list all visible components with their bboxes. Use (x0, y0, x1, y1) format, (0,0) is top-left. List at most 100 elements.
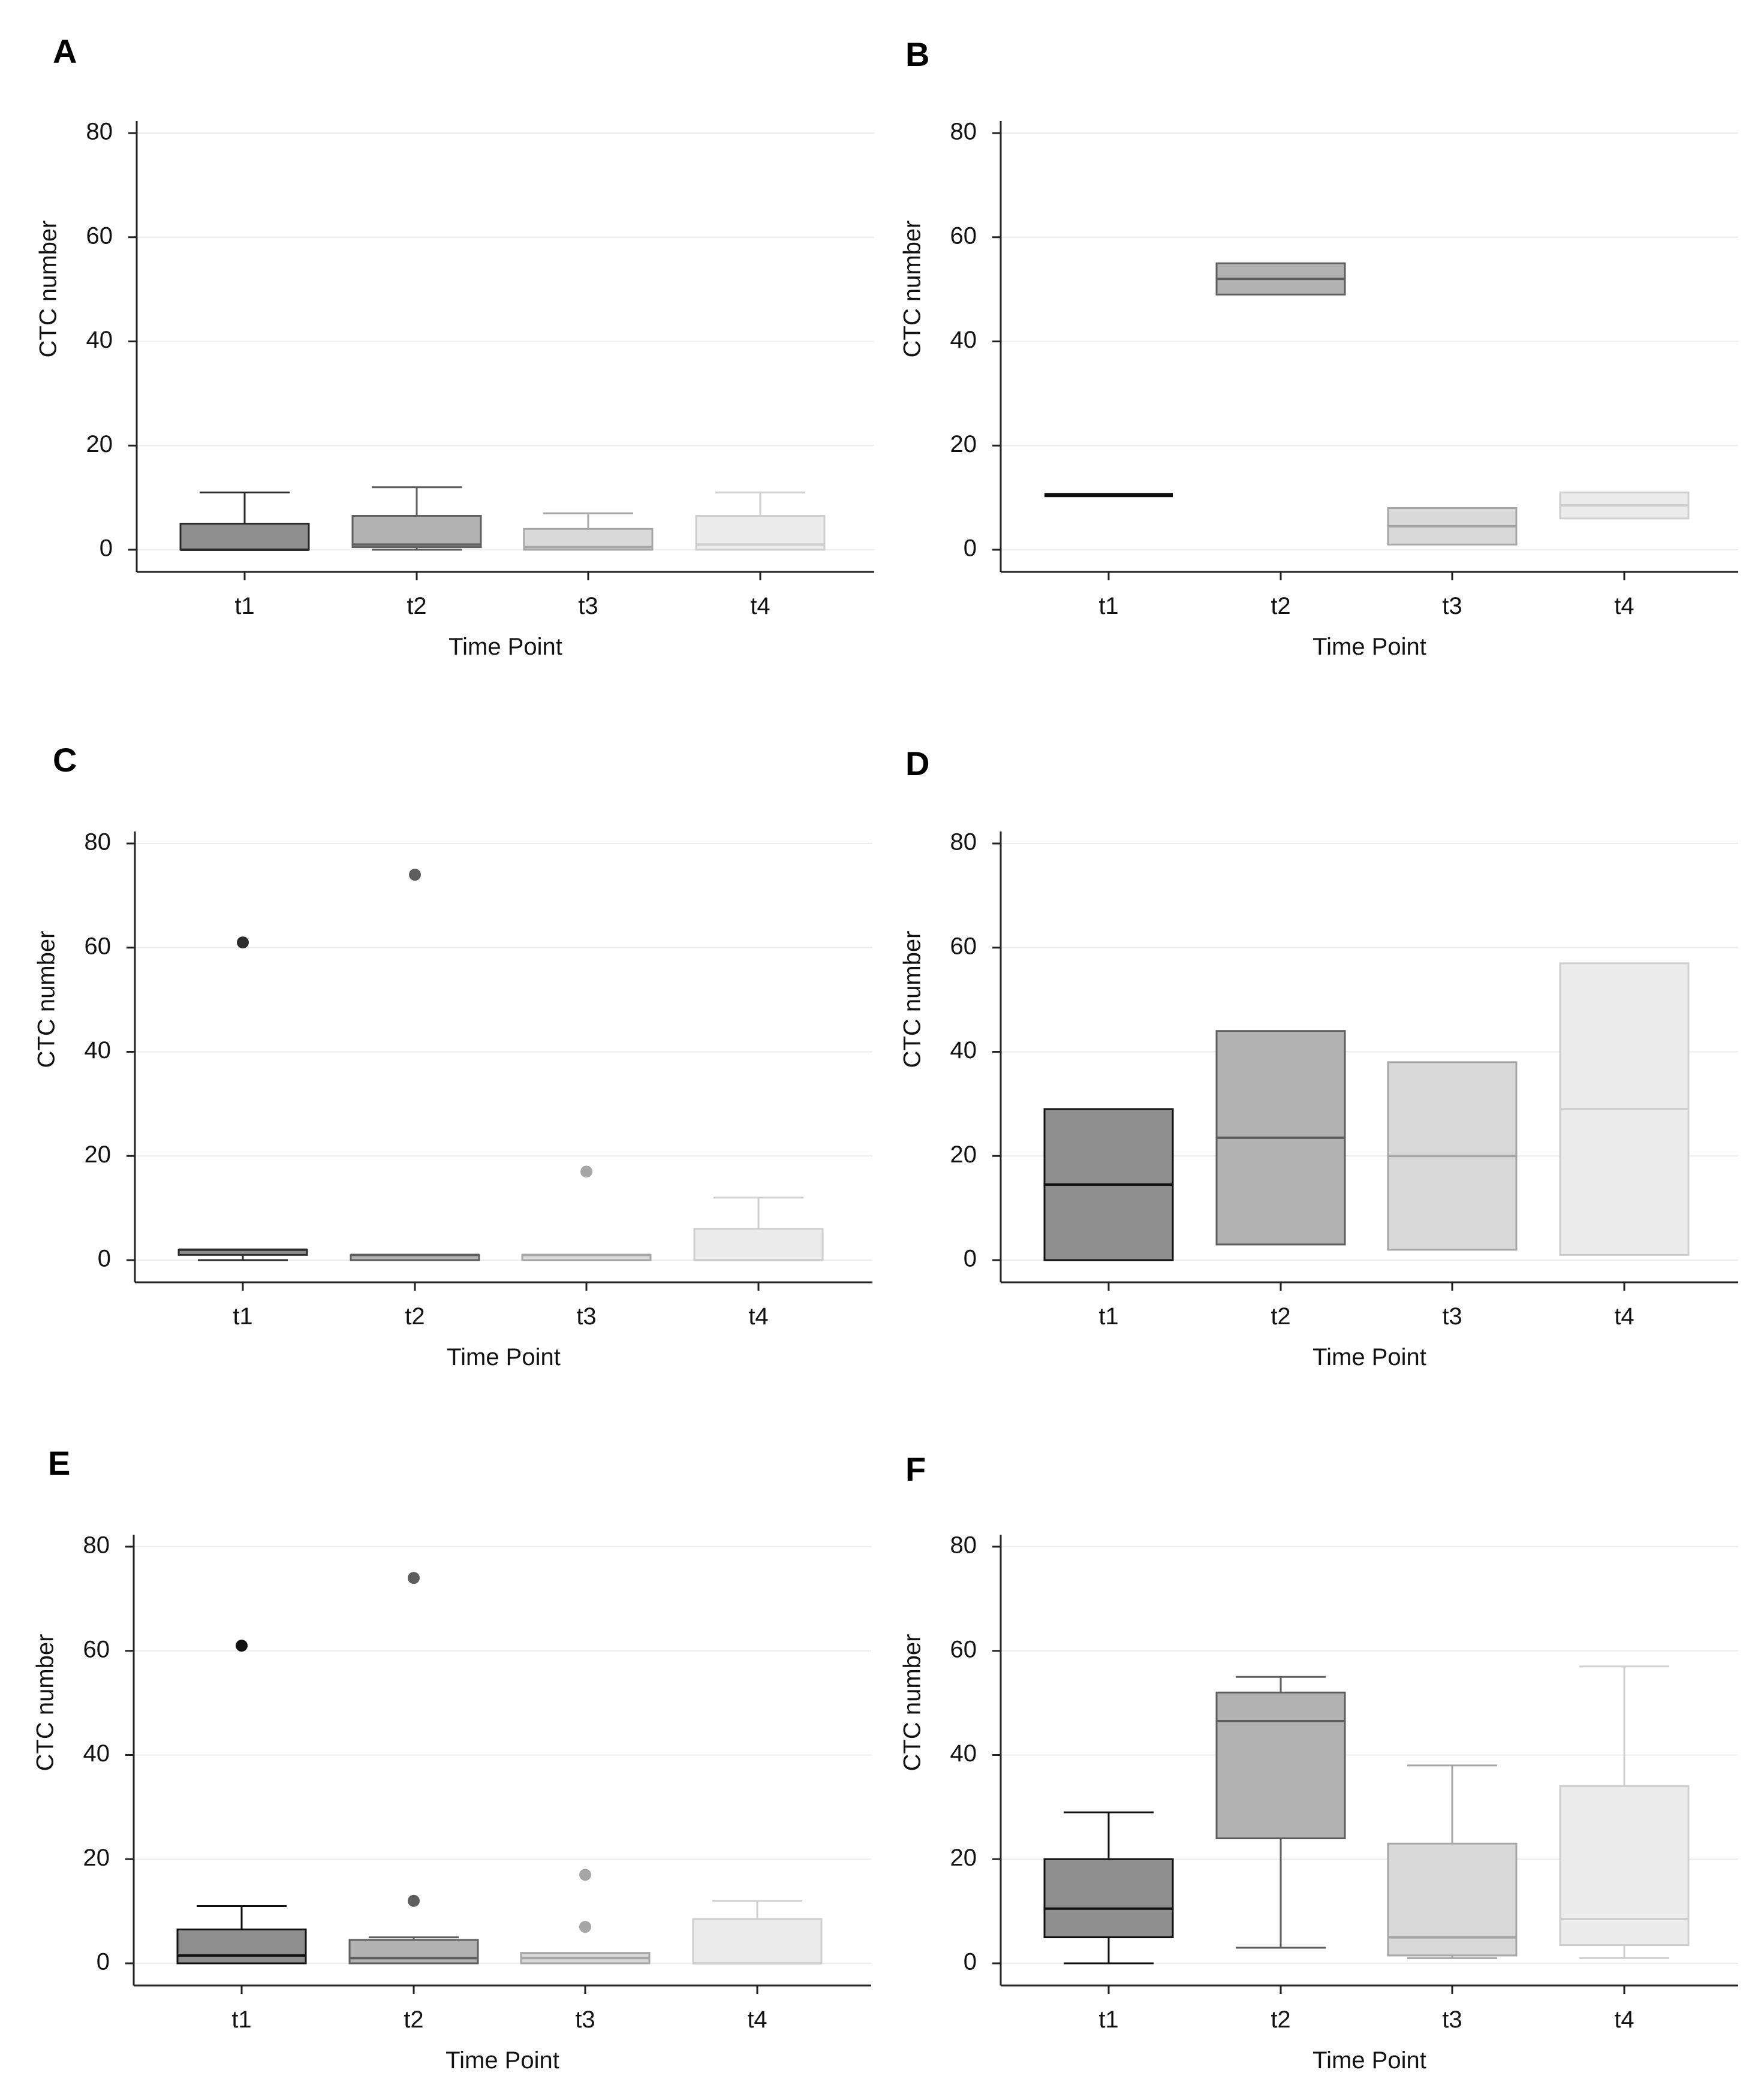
y-tick-label: 80 (950, 1532, 977, 1559)
x-tick-label: t3 (1442, 2006, 1462, 2033)
box-t4 (695, 491, 826, 551)
box-body (179, 523, 310, 551)
box-t2 (1215, 1676, 1346, 1949)
outlier-point (579, 1869, 591, 1881)
x-tick-label: t2 (405, 1303, 425, 1330)
box-t4 (1559, 491, 1690, 520)
x-tick-label: t1 (233, 1303, 252, 1330)
y-tick-label: 0 (97, 1949, 110, 1975)
box-t1 (176, 1640, 307, 1965)
x-tick-label: t1 (231, 2006, 251, 2033)
chart-panel-c: C 0 20 40 60 80 CTC number t1 t2 t3 t4 Time Point (34, 741, 872, 1370)
box-t4 (1559, 962, 1690, 1256)
y-axis-title: CTC number (899, 931, 926, 1068)
y-tick-label: 80 (83, 1532, 110, 1559)
box-t4 (693, 1197, 824, 1261)
y-tick-label: 40 (950, 1740, 977, 1767)
box-body (1559, 1785, 1690, 1947)
y-axis-title: CTC number (34, 931, 60, 1068)
outlier-point (409, 869, 421, 881)
box-t1 (177, 936, 308, 1261)
box-t3 (1387, 507, 1518, 546)
box-t2 (1215, 262, 1346, 296)
y-axis-title: CTC number (899, 1634, 926, 1771)
x-tick-label: t4 (747, 2006, 767, 2033)
x-axis-title: Time Point (447, 1344, 561, 1370)
chart-panel-d: D 0 20 40 60 80 CTC number t1 t2 t3 t4 Time Point (899, 745, 1738, 1370)
y-tick-label: 0 (964, 1949, 977, 1975)
x-tick-label: t3 (575, 2006, 595, 2033)
y-tick-label: 60 (85, 933, 112, 959)
x-tick-label: t2 (407, 593, 426, 619)
x-axis-title: Time Point (445, 2047, 559, 2074)
panel-label: E (48, 1444, 70, 1482)
y-tick-label: 0 (98, 1246, 111, 1272)
y-tick-label: 20 (83, 1845, 110, 1871)
box-t3 (1387, 1061, 1518, 1251)
y-tick-label: 0 (964, 1246, 977, 1272)
x-axis-title: Time Point (1313, 1344, 1426, 1370)
x-tick-label: t3 (1442, 593, 1462, 619)
y-tick-label: 60 (950, 222, 977, 249)
box-body (348, 1939, 479, 1965)
box-t1 (1043, 1811, 1174, 1965)
box-t4 (692, 1900, 823, 1965)
x-tick-label: t4 (750, 593, 770, 619)
y-tick-label: 40 (83, 1740, 110, 1767)
y-tick-label: 40 (85, 1037, 112, 1063)
outlier-point (236, 1640, 248, 1652)
y-tick-label: 40 (950, 1037, 977, 1063)
x-tick-label: t2 (404, 2006, 423, 2033)
outlier-point (408, 1572, 420, 1584)
y-tick-label: 0 (964, 535, 977, 562)
x-tick-label: t3 (1442, 1303, 1462, 1330)
panel-label: C (53, 741, 77, 779)
x-tick-label: t1 (1098, 1303, 1118, 1330)
y-tick-label: 60 (83, 1636, 110, 1662)
x-tick-label: t1 (234, 593, 254, 619)
y-tick-label: 20 (950, 1845, 977, 1871)
x-tick-label: t2 (1271, 593, 1290, 619)
y-axis-title: CTC number (899, 221, 926, 358)
y-tick-label: 20 (86, 431, 113, 457)
box-t1 (179, 491, 310, 551)
x-tick-label: t1 (1098, 2006, 1118, 2033)
box-t2 (348, 1572, 479, 1965)
y-tick-label: 60 (950, 933, 977, 959)
box-body (1215, 1691, 1346, 1839)
x-tick-label: t4 (1614, 593, 1634, 619)
box-t3 (521, 1165, 652, 1261)
outlier-point (237, 936, 249, 949)
panel-label: A (53, 32, 77, 70)
x-tick-label: t2 (1271, 2006, 1290, 2033)
y-tick-label: 80 (85, 829, 112, 855)
box-t1 (1043, 1108, 1174, 1261)
y-tick-label: 60 (86, 222, 113, 249)
x-tick-label: t4 (1614, 2006, 1634, 2033)
chart-panel-f: F 0 20 40 60 80 CTC number t1 t2 t3 t4 Time Point (899, 1450, 1738, 2074)
panel-label: F (905, 1450, 926, 1488)
y-tick-label: 80 (950, 829, 977, 855)
y-axis-title: CTC number (35, 221, 62, 358)
x-axis-title: Time Point (448, 634, 562, 660)
outlier-point (579, 1921, 591, 1933)
outlier-point (408, 1894, 420, 1907)
y-tick-label: 20 (85, 1141, 112, 1168)
x-tick-label: t2 (1271, 1303, 1290, 1330)
x-tick-label: t4 (1614, 1303, 1634, 1330)
chart-panel-a: A 0 20 40 60 80 CTC number t1 t2 t3 t4 Time Point (35, 32, 874, 660)
box-t4 (1559, 1665, 1690, 1959)
box-t2 (351, 486, 482, 551)
box-body (693, 1228, 824, 1261)
x-axis-title: Time Point (1313, 2047, 1426, 2074)
box-body (1387, 1842, 1518, 1957)
chart-panel-e: E 0 20 40 60 80 CTC number t1 t2 t3 t4 Time Point (32, 1444, 871, 2074)
outlier-point (580, 1165, 592, 1178)
box-t3 (523, 512, 654, 551)
box-body (692, 1918, 823, 1965)
x-axis-title: Time Point (1313, 634, 1426, 660)
y-tick-label: 80 (950, 119, 977, 145)
y-tick-label: 60 (950, 1636, 977, 1662)
panel-label: B (905, 35, 929, 73)
